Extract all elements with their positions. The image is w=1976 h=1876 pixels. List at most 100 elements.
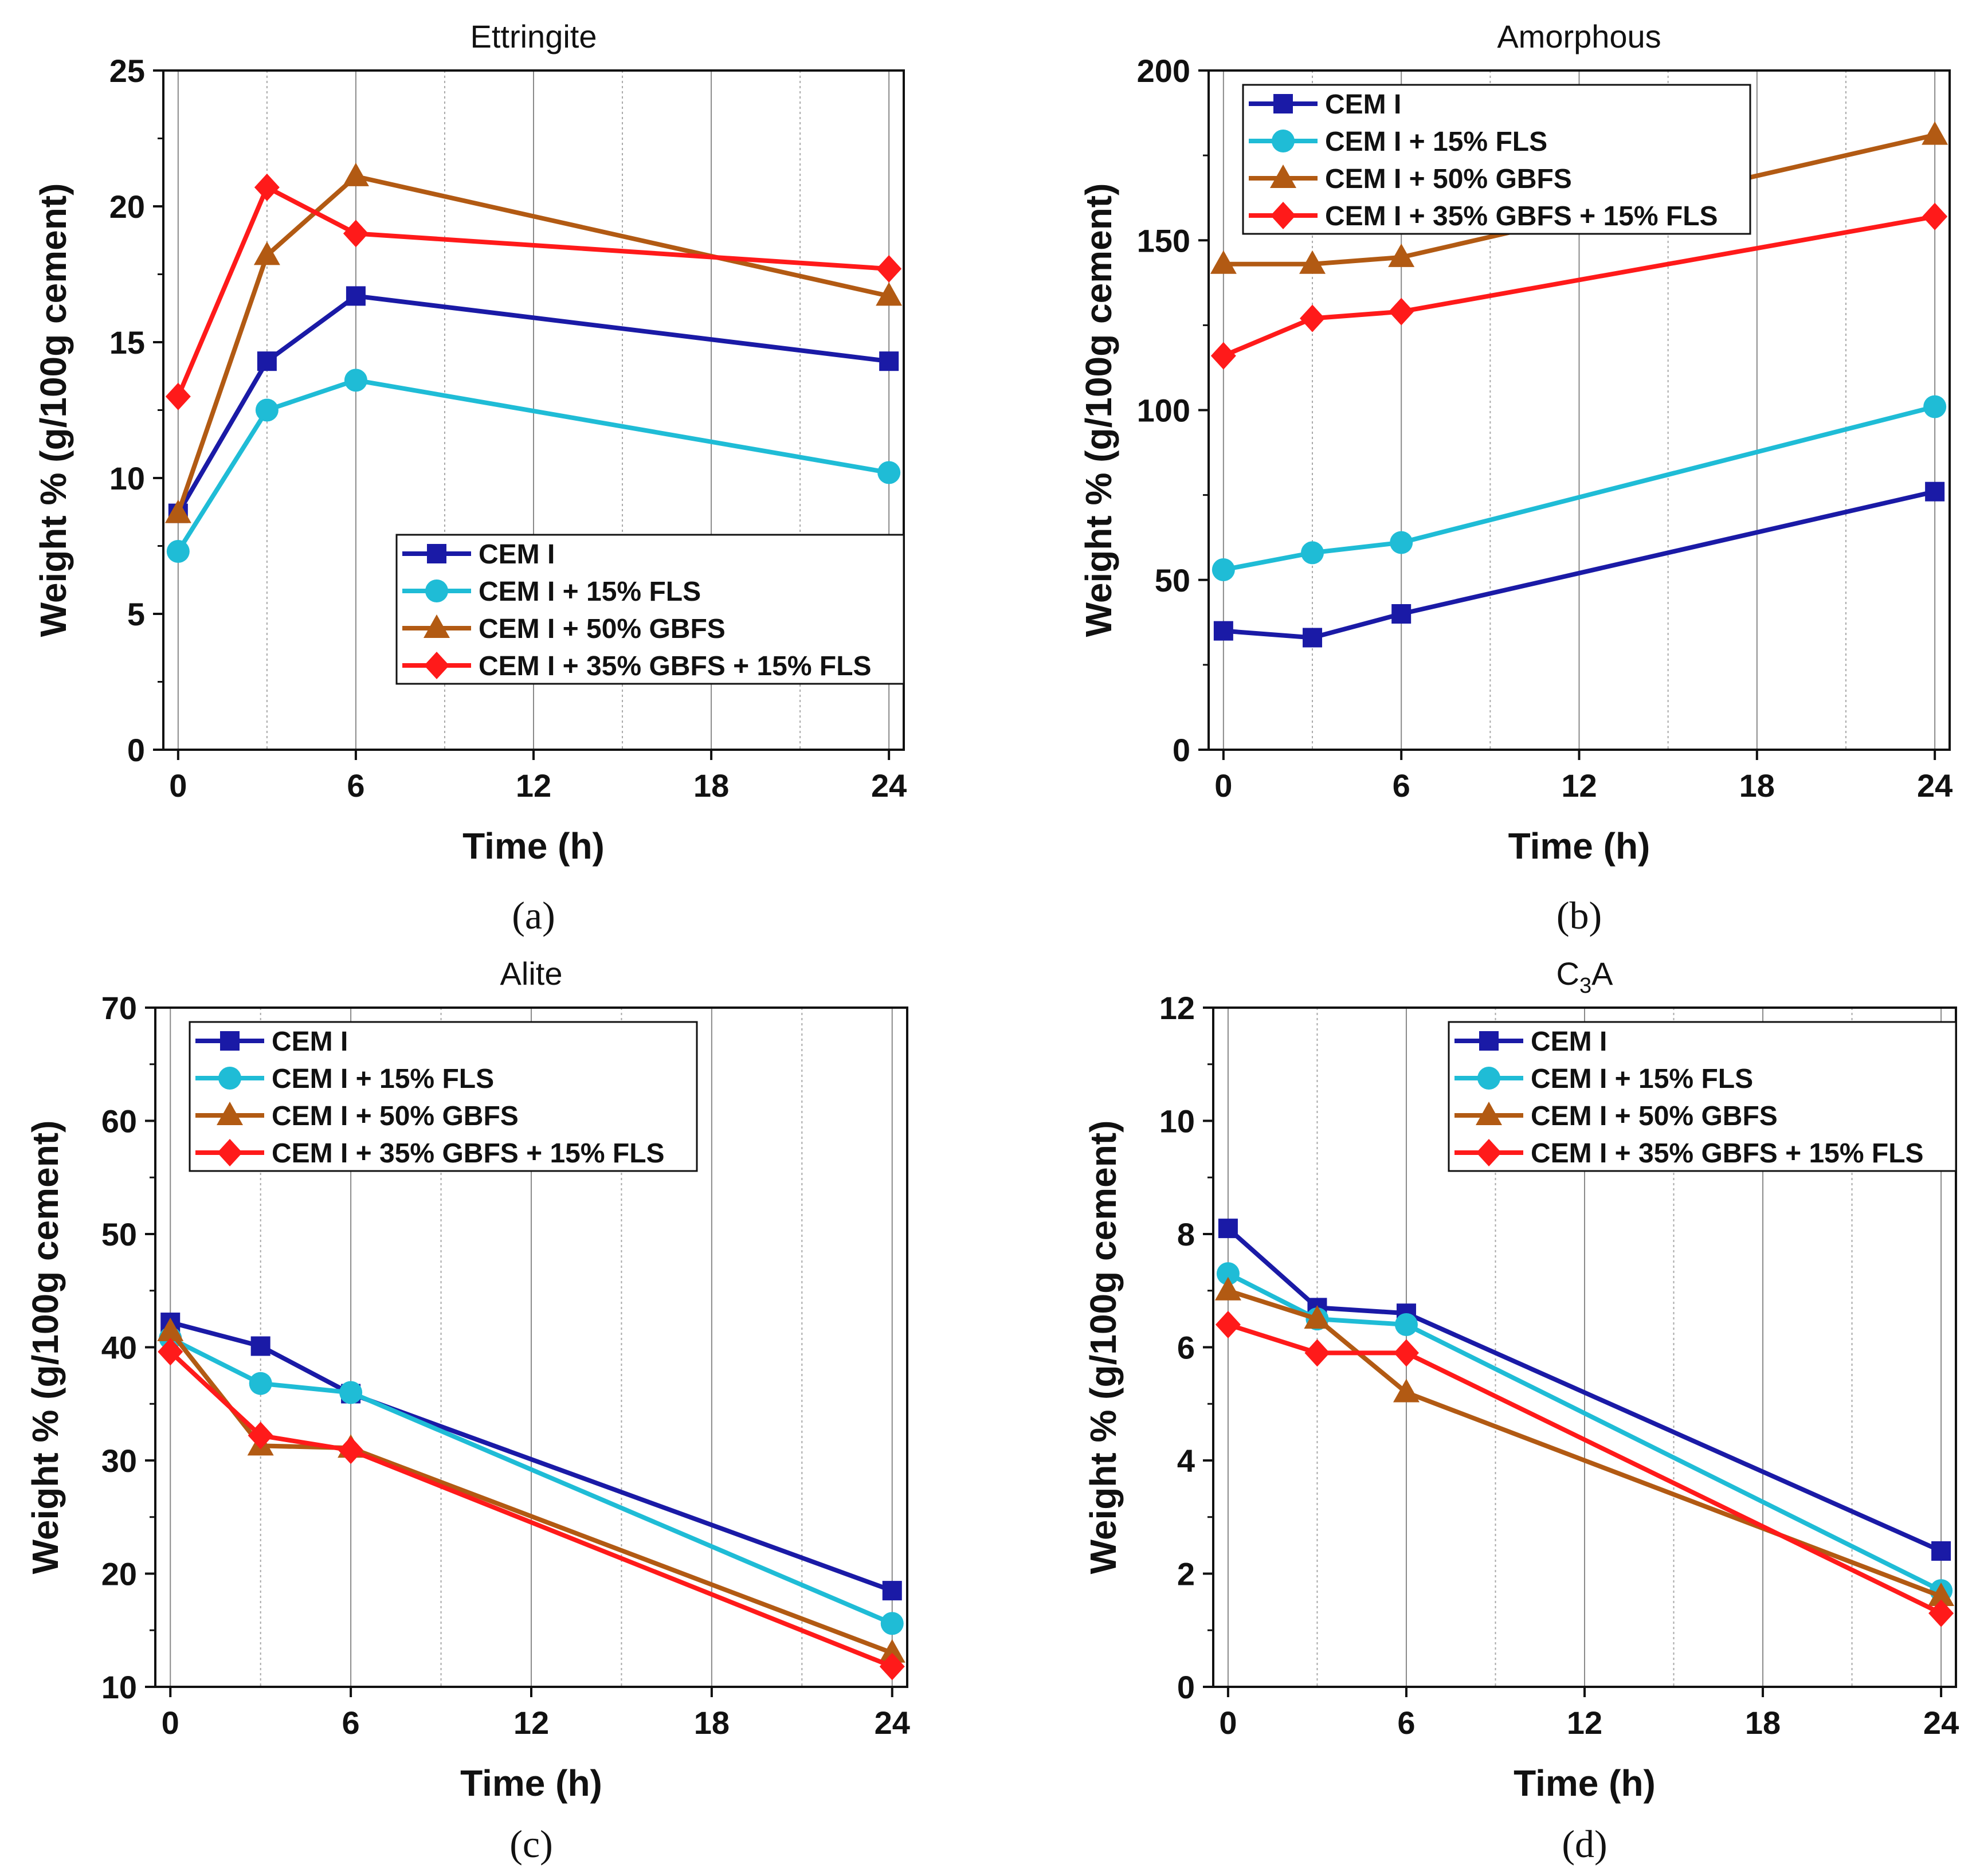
chart-title-suffix: A [1591, 955, 1613, 992]
panel-caption: (a) [512, 894, 555, 937]
data-point [1215, 1311, 1241, 1338]
data-point [1393, 1339, 1419, 1367]
panel-caption: (d) [1562, 1822, 1607, 1866]
legend-item: CEM I [1454, 1027, 1607, 1057]
data-point [1391, 604, 1412, 624]
series-line [176, 185, 889, 398]
x-tick-label: 24 [1917, 767, 1953, 804]
legend-marker [1270, 165, 1296, 188]
legend-marker [427, 544, 446, 563]
series-line [1222, 214, 1935, 358]
legend-box [395, 534, 905, 685]
data-point [342, 162, 369, 186]
y-tick-label: 0 [1177, 1669, 1195, 1705]
y-tick-label: 10 [1159, 1103, 1195, 1139]
legend: CEM I CEM I + 15% FLS CEM I + 50% GBFS CEM … [1242, 84, 1751, 235]
data-point [157, 1317, 184, 1341]
legend-label: CEM I + 15% FLS [1325, 127, 1547, 157]
y-tick-label: 10 [109, 460, 145, 496]
data-point [877, 461, 901, 484]
x-tick-label: 0 [162, 1705, 179, 1741]
legend-box [189, 1021, 698, 1172]
data-point [339, 1381, 363, 1404]
chart-title: Ettringite [471, 18, 597, 54]
y-tick-label: 0 [127, 732, 145, 768]
series-line [1223, 489, 1936, 640]
legend-item: CEM I + 15% FLS [1249, 127, 1547, 157]
data-point [1923, 395, 1947, 418]
y-tick-label: 40 [101, 1330, 137, 1366]
chart-title: Amorphous [1497, 18, 1661, 54]
y-tick-label: 0 [1173, 732, 1190, 768]
legend-label: CEM I + 50% GBFS [1531, 1101, 1778, 1131]
chart-title-text: Amorphous [1497, 18, 1661, 54]
data-point [1388, 243, 1415, 267]
legend-label: CEM I + 35% GBFS + 15% FLS [272, 1138, 665, 1169]
legend-item: CEM I + 50% GBFS [402, 614, 726, 644]
series-line [1223, 404, 1936, 572]
data-point [879, 351, 899, 371]
series-3 [1214, 1276, 1955, 1606]
legend-marker [217, 1139, 242, 1166]
data-point [1304, 1305, 1331, 1329]
data-point [1928, 1599, 1954, 1627]
y-tick-label: 70 [101, 990, 137, 1026]
series-line [169, 1336, 893, 1626]
series-4 [1215, 1311, 1954, 1627]
legend-marker [425, 579, 448, 602]
x-tick-label: 12 [1561, 767, 1597, 804]
y-tick-label: 15 [109, 324, 145, 361]
data-point [1922, 202, 1948, 230]
series-line [170, 1320, 893, 1593]
x-tick-label: 18 [1739, 767, 1775, 804]
data-point [1210, 250, 1237, 274]
panel-caption: (c) [509, 1822, 552, 1866]
x-tick-label: 24 [1923, 1705, 1959, 1741]
data-point [255, 398, 279, 422]
legend-item: CEM I + 15% FLS [402, 577, 701, 607]
y-tick-label: 6 [1177, 1330, 1195, 1366]
x-axis-label: Time (h) [1508, 825, 1650, 867]
legend-box [1242, 84, 1751, 235]
series-line [1227, 1271, 1942, 1593]
legend-item: CEM I + 50% GBFS [1454, 1101, 1778, 1131]
data-point [1390, 531, 1413, 554]
chart-panel-c: 0 6 12 18 24 10 20 30 40 50 60 70 Alite Time (h) Weigh… [25, 955, 910, 1866]
legend-label: CEM I + 15% FLS [1531, 1064, 1753, 1094]
y-tick-label: 150 [1137, 222, 1190, 259]
x-tick-label: 6 [1397, 1705, 1415, 1741]
data-point [257, 351, 277, 371]
y-tick-label: 8 [1177, 1216, 1195, 1252]
series-line [168, 1330, 893, 1655]
data-point [1300, 304, 1326, 332]
y-tick-label: 50 [101, 1216, 137, 1252]
series-4 [165, 173, 902, 410]
y-tick-label: 4 [1177, 1443, 1195, 1479]
data-point [249, 1372, 272, 1395]
legend-marker [424, 652, 449, 679]
series-4 [158, 1338, 905, 1681]
x-tick-label: 24 [871, 767, 907, 804]
x-tick-label: 0 [1214, 767, 1232, 804]
legend-label: CEM I + 15% FLS [479, 577, 701, 607]
legend-marker [1477, 1067, 1500, 1090]
legend-marker [1273, 94, 1293, 113]
legend-label: CEM I + 35% GBFS + 15% FLS [1325, 201, 1718, 232]
data-point [1210, 342, 1236, 370]
data-point [1925, 481, 1945, 502]
y-tick-label: 5 [127, 596, 145, 632]
legend-item: CEM I + 35% GBFS + 15% FLS [195, 1138, 665, 1169]
y-axis-label: Weight % (g/100g cement) [33, 183, 74, 637]
y-tick-label: 10 [101, 1669, 137, 1705]
series-line [1226, 1227, 1942, 1553]
y-tick-label: 60 [101, 1103, 137, 1139]
series-2 [166, 369, 901, 563]
y-tick-label: 20 [101, 1556, 137, 1592]
data-point [253, 241, 280, 265]
chart-title-text: Ettringite [471, 18, 597, 54]
legend-label: CEM I [272, 1027, 348, 1057]
y-tick-label: 200 [1137, 53, 1190, 89]
legend-label: CEM I + 50% GBFS [272, 1101, 519, 1131]
series-2 [159, 1326, 904, 1635]
y-tick-label: 2 [1177, 1556, 1195, 1592]
